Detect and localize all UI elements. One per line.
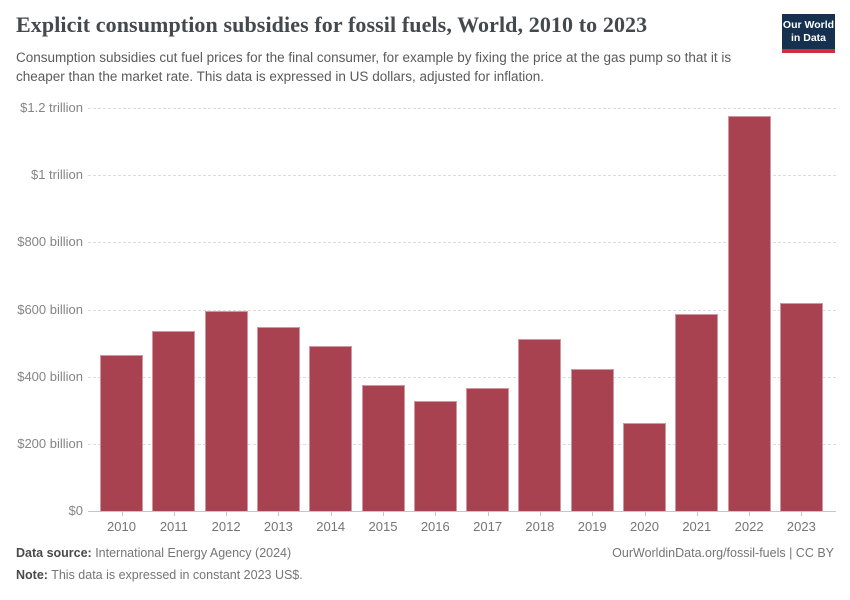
data-source-value: International Energy Agency (2024) bbox=[91, 546, 292, 560]
y-axis-label-400: $400 billion bbox=[17, 368, 83, 384]
bar-2021[interactable] bbox=[675, 313, 719, 511]
bar-2011[interactable] bbox=[152, 330, 196, 511]
note-label: Note: bbox=[16, 568, 48, 582]
bar-2022[interactable] bbox=[727, 116, 771, 511]
x-axis-label-2011: 2011 bbox=[159, 519, 188, 534]
gridline-600 bbox=[88, 309, 836, 311]
x-axis-tick-2023 bbox=[801, 512, 803, 516]
x-axis-tick-2020 bbox=[644, 512, 646, 516]
x-axis-label-2013: 2013 bbox=[263, 519, 293, 534]
x-axis-tick-2017 bbox=[487, 512, 489, 516]
x-axis-label-2018: 2018 bbox=[525, 519, 555, 534]
owid-logo-line1: Our World bbox=[782, 19, 835, 31]
data-source-line: Data source: International Energy Agency… bbox=[16, 546, 291, 560]
x-axis-label-2023: 2023 bbox=[786, 519, 816, 534]
x-axis-label-2016: 2016 bbox=[420, 519, 450, 534]
bar-2016[interactable] bbox=[413, 400, 457, 511]
x-axis-tick-2015 bbox=[383, 512, 384, 516]
x-axis-label-2015: 2015 bbox=[368, 519, 398, 534]
x-axis-tick-2022 bbox=[749, 512, 751, 516]
y-axis-label-800: $800 billion bbox=[17, 234, 83, 250]
x-axis-tick-2019 bbox=[592, 512, 594, 516]
chart-title: Explicit consumption subsidies for fossi… bbox=[16, 12, 648, 37]
x-axis-label-2020: 2020 bbox=[630, 519, 659, 534]
bar-2012[interactable] bbox=[204, 311, 248, 511]
gridline-200 bbox=[88, 443, 836, 445]
note-line: Note: This data is expressed in constant… bbox=[16, 568, 303, 582]
x-axis-tick-2016 bbox=[435, 512, 437, 516]
x-axis-tick-2012 bbox=[226, 512, 228, 516]
y-axis-label-600: $600 billion bbox=[17, 301, 83, 317]
bar-2015[interactable] bbox=[361, 385, 405, 511]
x-axis-tick-2014 bbox=[330, 512, 332, 516]
credit-link[interactable]: OurWorldinData.org/fossil-fuels | CC BY bbox=[612, 546, 834, 560]
x-axis-label-2017: 2017 bbox=[473, 519, 503, 534]
data-source-label: Data source: bbox=[16, 546, 92, 560]
bar-2018[interactable] bbox=[518, 338, 562, 511]
x-axis-label-2012: 2012 bbox=[211, 519, 241, 534]
bar-2014[interactable] bbox=[309, 346, 353, 511]
bar-2019[interactable] bbox=[570, 368, 614, 511]
x-axis-label-2010: 2010 bbox=[107, 519, 136, 534]
x-axis-tick-2011 bbox=[173, 512, 175, 516]
x-axis-tick-2013 bbox=[278, 512, 280, 516]
gridline-800 bbox=[88, 242, 836, 244]
gridline-1000 bbox=[88, 175, 836, 177]
x-axis-label-2021: 2021 bbox=[682, 519, 712, 534]
bar-2017[interactable] bbox=[466, 388, 510, 511]
bar-2010[interactable] bbox=[100, 354, 143, 511]
gridline-400 bbox=[88, 376, 836, 378]
x-axis-label-2022: 2022 bbox=[734, 519, 764, 534]
x-axis-label-2014: 2014 bbox=[316, 519, 346, 534]
bar-2023[interactable] bbox=[779, 303, 823, 511]
x-axis-label-2019: 2019 bbox=[577, 519, 607, 534]
bar-2020[interactable] bbox=[623, 422, 666, 511]
x-axis-tick-2010 bbox=[121, 512, 123, 516]
owid-logo-line2: in Data bbox=[790, 31, 826, 44]
y-axis-label-0: $0 bbox=[68, 503, 83, 518]
note-value: This data is expressed in constant 2023 … bbox=[47, 568, 303, 582]
x-axis-tick-2021 bbox=[696, 512, 698, 516]
owid-logo[interactable]: Our World in Data bbox=[782, 14, 835, 53]
chart-subtitle: Consumption subsidies cut fuel prices fo… bbox=[16, 50, 732, 84]
gridline-0 bbox=[88, 511, 836, 512]
y-axis-label-200: $200 billion bbox=[17, 435, 83, 451]
x-axis-tick-2018 bbox=[539, 512, 541, 516]
y-axis-label-1000: $1 trillion bbox=[30, 167, 83, 183]
y-axis-label-1200: $1.2 trillion bbox=[20, 100, 83, 115]
bar-2013[interactable] bbox=[256, 327, 300, 511]
gridline-1200 bbox=[88, 108, 836, 109]
